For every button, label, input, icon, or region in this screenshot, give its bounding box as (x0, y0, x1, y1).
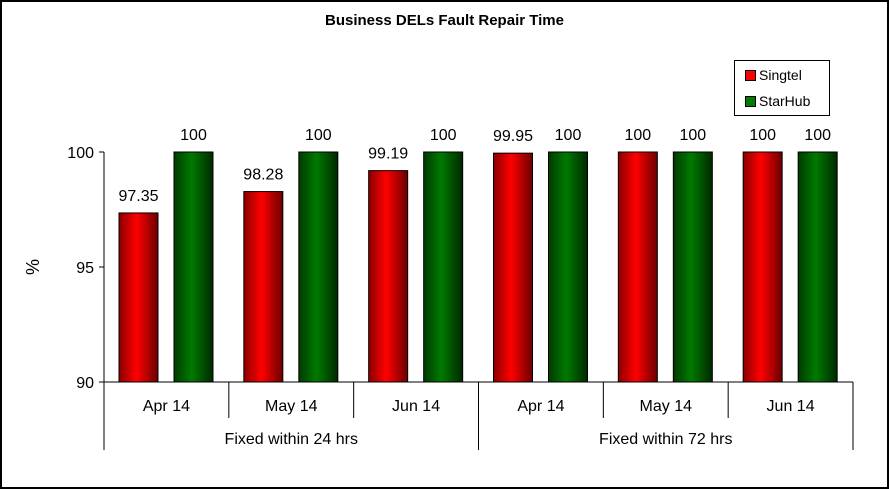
bar-singtel (243, 191, 284, 383)
x-tick-label: May 14 (265, 398, 318, 415)
bar-singtel (493, 152, 533, 383)
x-group-label: Fixed within 24 hrs (225, 431, 358, 448)
legend-item-starhub: StarHub (745, 93, 810, 109)
bar-starhub (173, 151, 214, 383)
data-label: 100 (804, 127, 831, 144)
x-tick-label: Jun 14 (767, 398, 815, 415)
data-label: 99.95 (493, 128, 533, 145)
x-tick-label: Apr 14 (517, 398, 564, 415)
data-label: 98.28 (243, 167, 283, 184)
bar-singtel (742, 151, 783, 383)
data-label: 99.19 (368, 146, 408, 163)
data-label: 97.35 (118, 188, 158, 205)
x-tick-label: May 14 (640, 398, 693, 415)
y-tick-label: 90 (76, 375, 94, 392)
x-group-label: Fixed within 72 hrs (599, 431, 732, 448)
legend-label: Singtel (759, 67, 802, 83)
data-label: 100 (555, 127, 582, 144)
data-label: 100 (430, 127, 457, 144)
legend-label: StarHub (759, 93, 811, 109)
legend: Singtel StarHub (734, 60, 830, 116)
chart-title: Business DELs Fault Repair Time (325, 12, 564, 29)
bar-singtel (118, 212, 159, 383)
bars (118, 151, 838, 383)
bar-starhub (797, 151, 838, 383)
y-axis-label: % (23, 259, 43, 275)
bar-singtel (617, 151, 658, 383)
data-label: 100 (180, 127, 207, 144)
bar-starhub (672, 151, 713, 383)
bar-singtel (368, 170, 409, 383)
legend-swatch-singtel (745, 69, 756, 81)
labels: 97.35 98.28 99.19 99.95 100 100 100 100 100 100 10… (118, 127, 831, 205)
x-tick-label: Jun 14 (392, 398, 440, 415)
bar-starhub (548, 151, 588, 383)
data-label: 100 (305, 127, 332, 144)
y-tick-label: 100 (67, 145, 94, 162)
axes: 90 95 100% Apr 14 May 14 Jun 14 Apr 14 May 14 Ju… (23, 145, 854, 450)
bar-starhub (423, 151, 464, 383)
legend-item-singtel: Singtel (745, 67, 802, 83)
bar-starhub (298, 151, 339, 383)
data-label: 100 (624, 127, 651, 144)
data-label: 100 (679, 127, 706, 144)
legend-swatch-starhub (745, 95, 756, 107)
data-label: 100 (749, 127, 776, 144)
y-tick-label: 95 (76, 260, 94, 277)
x-tick-label: Apr 14 (143, 398, 190, 415)
